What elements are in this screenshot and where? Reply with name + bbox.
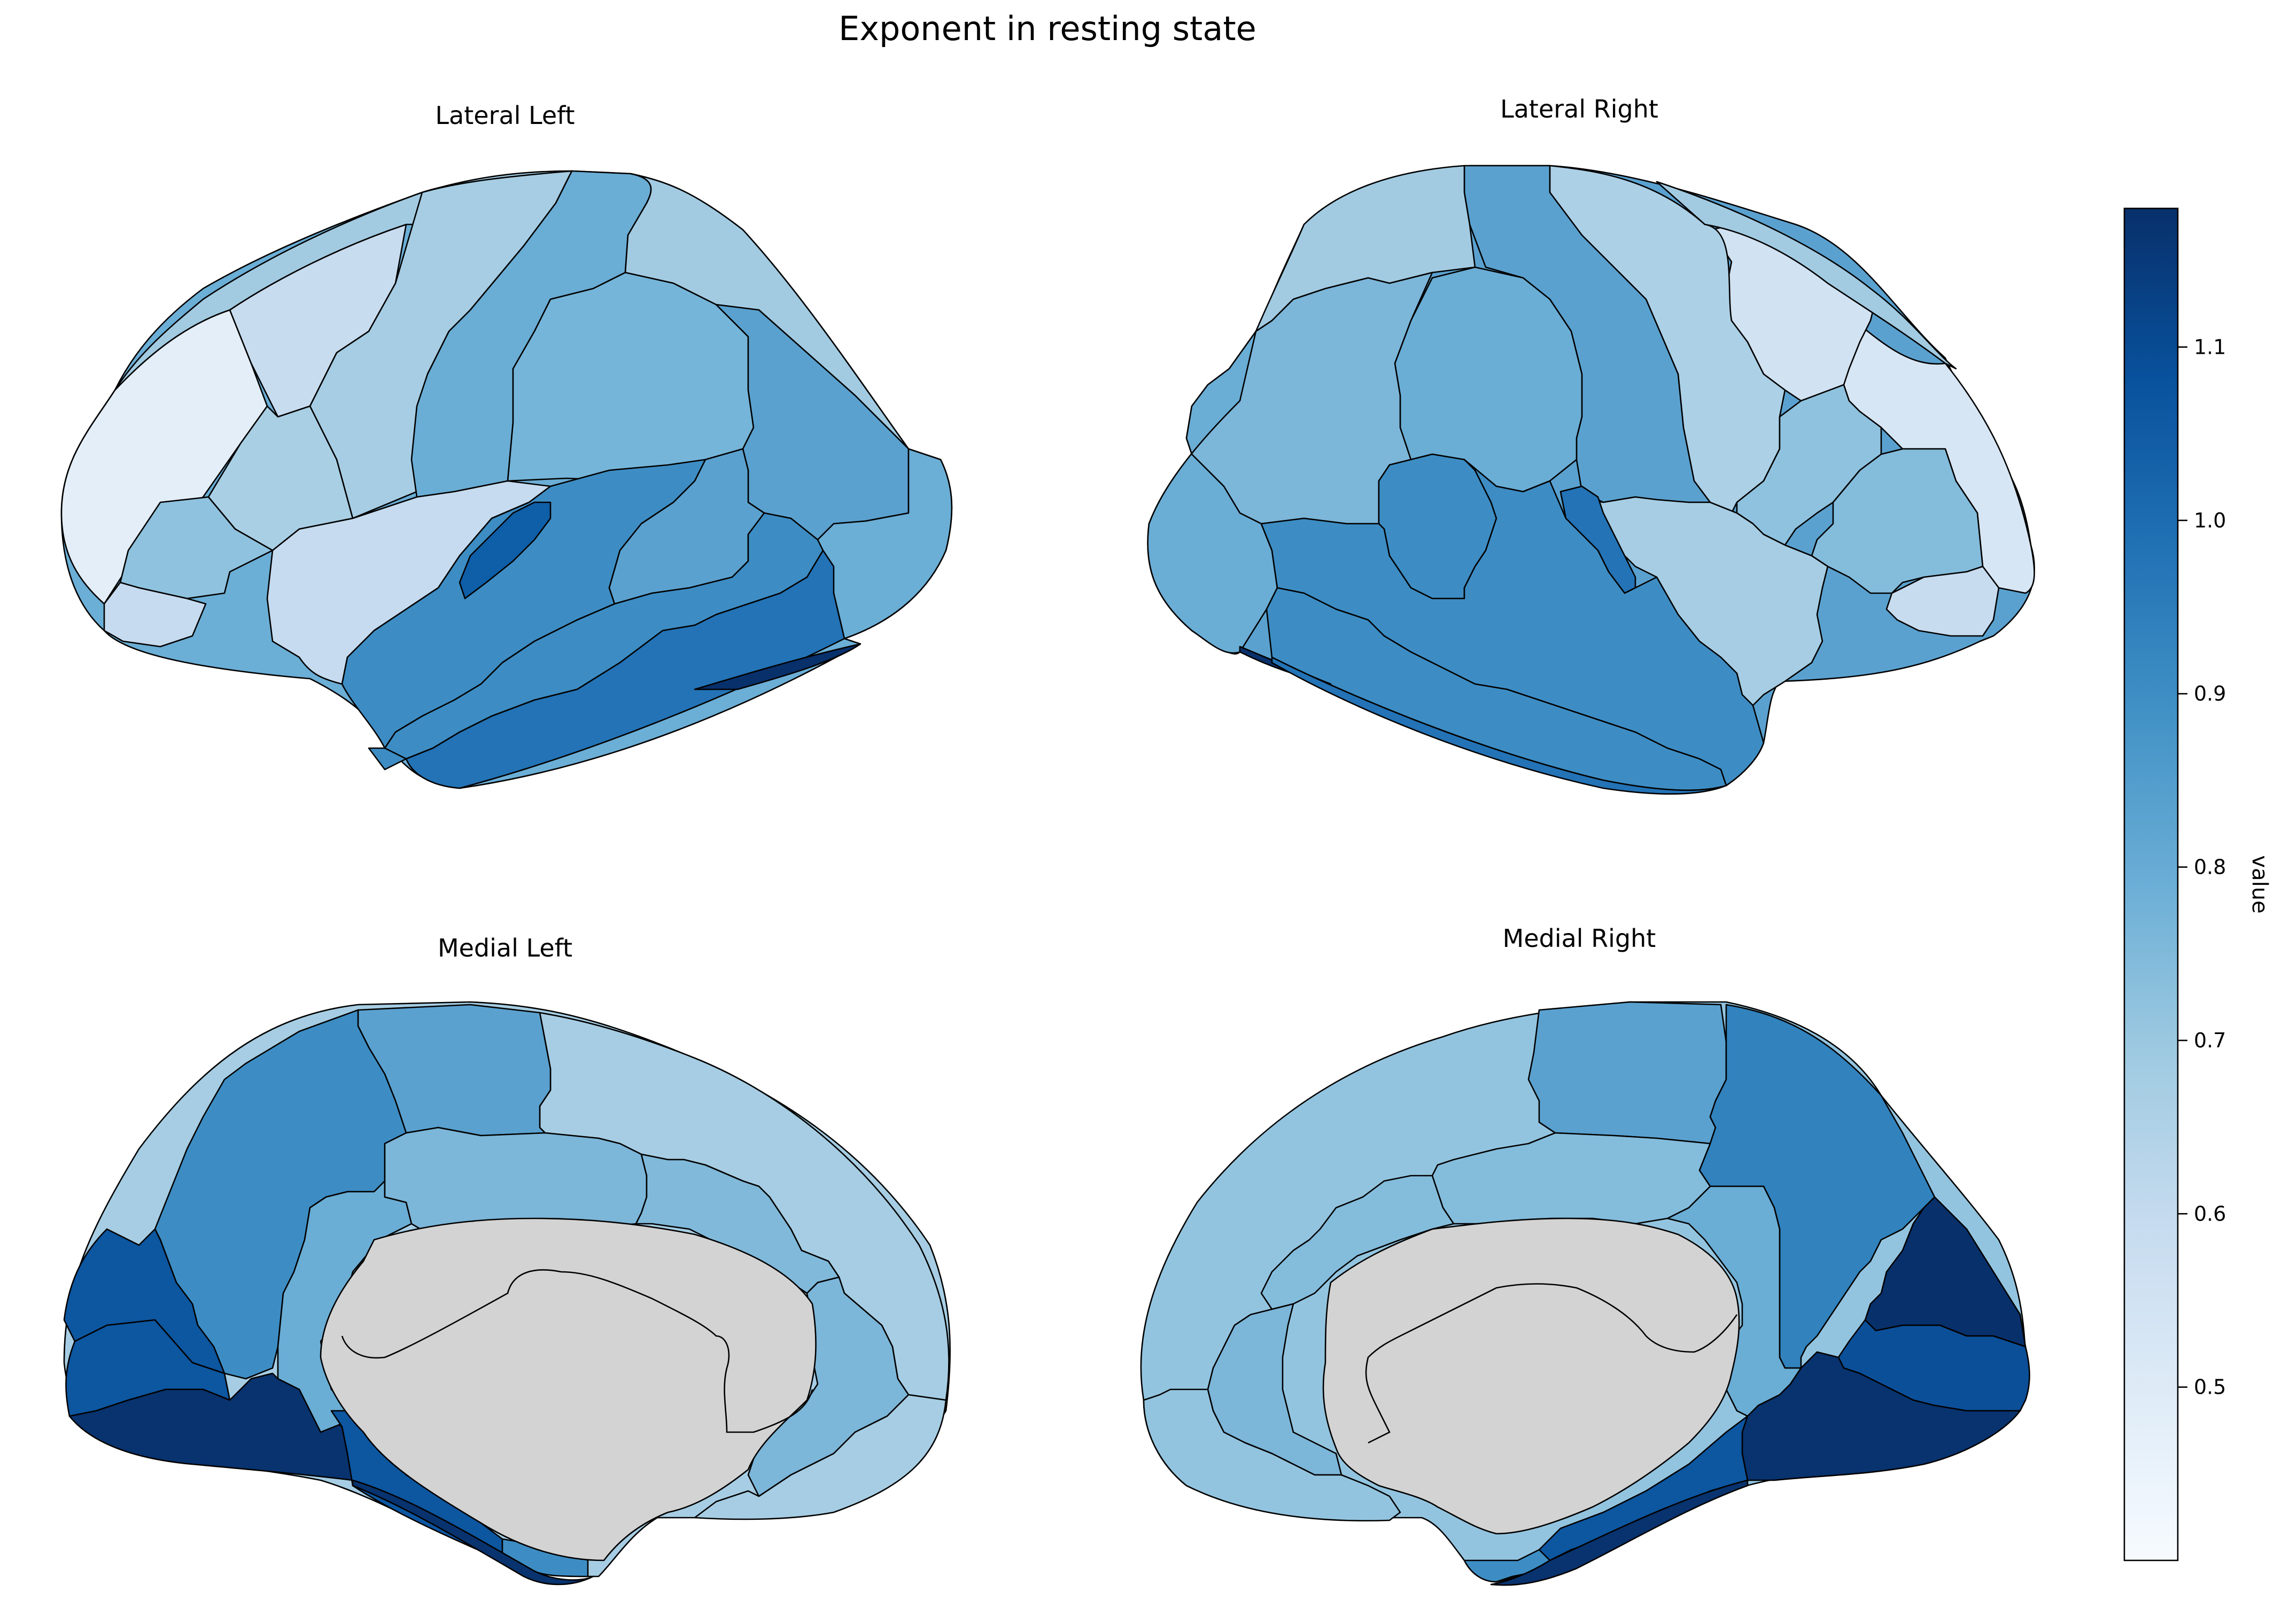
brain-medial-right <box>1140 1001 2030 1586</box>
region-ml-fusiform-strip <box>352 1479 594 1586</box>
colorbar: 0.5 0.6 0.7 0.8 0.9 1.0 1.1 value <box>2123 207 2272 1561</box>
region-ll-fusiform <box>405 549 845 789</box>
region-mr-caudal-anterior-cingulate <box>1260 1175 1455 1310</box>
corpus-callosum-outline-right <box>1365 1283 1738 1444</box>
region-lr-upper-strip <box>1656 181 1957 370</box>
colorbar-tick-label: 1.1 <box>2194 335 2226 359</box>
corpus-callosum-outline <box>341 1269 813 1433</box>
region-mr-medial-wall <box>1322 1217 1740 1535</box>
region-mr-medial-orbitofrontal <box>1143 1388 1401 1522</box>
region-mr-fusiform-strip <box>1490 1479 1749 1586</box>
region-ll-temporal-pole-strip <box>368 747 407 771</box>
region-mr-entorhinal <box>1463 1549 1551 1583</box>
region-ml-parahippocampal <box>330 1410 503 1561</box>
region-ll-postcentral <box>624 173 910 450</box>
region-lr-pars-orbitalis <box>1885 565 2000 637</box>
region-ll-transverse-temporal <box>459 501 552 600</box>
region-ml-cuneus <box>63 1228 226 1374</box>
region-mr-lingual <box>1741 1351 2021 1481</box>
figure-title: Exponent in resting state <box>839 9 1256 48</box>
colorbar-ticks: 0.5 0.6 0.7 0.8 0.9 1.0 1.1 <box>2178 335 2226 1399</box>
colorbar-label: value <box>2247 855 2272 913</box>
colorbar-gradient <box>2123 207 2179 1561</box>
colorbar-tick-label: 0.7 <box>2194 1029 2226 1052</box>
region-lr-lingual-tip <box>1239 646 1332 685</box>
view-title-medial-left: Medial Left <box>438 934 572 962</box>
colorbar-tick-label: 1.0 <box>2194 509 2226 532</box>
region-lr-pars-opercularis <box>1736 384 1882 546</box>
region-ll-pars-triangularis <box>119 496 274 600</box>
colorbar-tick-label: 0.6 <box>2194 1202 2226 1225</box>
colorbar-tick-label: 0.9 <box>2194 682 2226 705</box>
region-lr-pars-triangularis <box>1811 448 1984 594</box>
region-lr-fusiform-strip <box>1271 656 1727 795</box>
region-ll-lingual-tip <box>694 643 861 690</box>
brain-lateral-left <box>60 170 953 789</box>
region-ml-pericalcarine <box>65 1319 231 1417</box>
brain-medial-left <box>63 1001 951 1586</box>
region-ml-medial-orbitofrontal <box>694 1394 947 1520</box>
view-title-lateral-left: Lateral Left <box>435 101 575 130</box>
brain-lateral-right <box>1147 165 2035 795</box>
region-lr-superior-temporal <box>1575 496 1829 706</box>
colorbar-tick-label: 0.8 <box>2194 856 2226 879</box>
colorbar-tick-label: 0.5 <box>2194 1376 2226 1399</box>
view-title-lateral-right: Lateral Right <box>1500 95 1658 123</box>
region-ll-pars-orbitalis <box>103 581 207 648</box>
view-title-medial-right: Medial Right <box>1503 924 1656 953</box>
region-ml-medial-wall <box>320 1217 817 1561</box>
region-mr-paracentral <box>1527 1001 1727 1145</box>
